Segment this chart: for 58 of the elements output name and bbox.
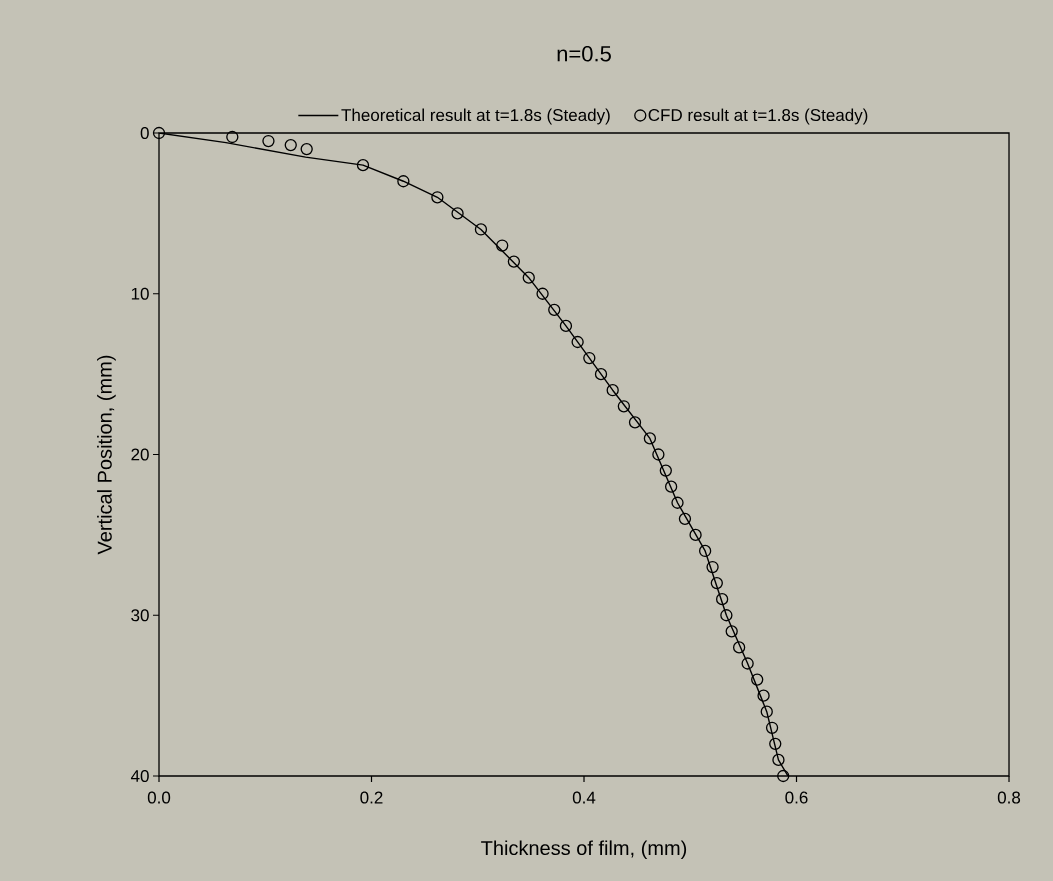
point [765,721,779,734]
point [741,657,754,670]
point [706,560,719,574]
point [522,271,535,284]
y-tick-label: 40 [130,769,149,783]
point [678,512,692,525]
y-tick-label: 20 [131,448,149,461]
point [548,303,561,316]
y-tick-label: 0 [140,126,149,140]
y-tick-label: 30 [131,609,149,622]
point [689,528,702,542]
point [606,384,619,397]
point [671,496,684,509]
x-tick-label: 0.2 [360,791,383,804]
x-tick-label: 0.6 [785,791,808,804]
point [474,223,488,236]
point [643,432,657,445]
point [628,416,642,429]
x-tick-label: 0.0 [147,791,171,804]
y-axis-title: Vertical Position, (mm) [97,355,116,555]
point [594,367,608,381]
point [760,705,773,718]
point [659,464,672,477]
point [496,239,509,252]
point [772,753,785,767]
point [664,480,678,493]
point [751,673,764,686]
legend-label: CFD result at t=1.8s (Steady) [648,108,868,125]
point [715,593,729,606]
x-tick-label: 0.4 [572,791,596,804]
point [698,544,712,558]
x-tick-label: 0.8 [997,791,1021,804]
point [732,641,746,654]
point [725,625,738,638]
point [652,448,665,461]
chart-title: n=0.5 [557,45,611,62]
point [757,689,770,702]
point [397,175,410,188]
point [583,351,596,365]
point [710,576,723,590]
point [617,400,630,413]
point [152,126,166,140]
point [571,335,584,349]
legend-label: Theoretical result at t=1.8s (Steady) [341,108,610,125]
point [226,130,239,144]
point [536,287,549,300]
point [451,207,464,220]
point [284,138,297,152]
point [262,134,275,148]
point [559,319,573,333]
point [720,609,733,622]
point [769,737,782,751]
x-axis-title: Thickness of film, (mm) [481,840,687,860]
point [356,159,370,172]
point [300,142,313,156]
point [507,255,521,268]
y-tick-label: 10 [131,287,149,300]
point [431,191,444,204]
